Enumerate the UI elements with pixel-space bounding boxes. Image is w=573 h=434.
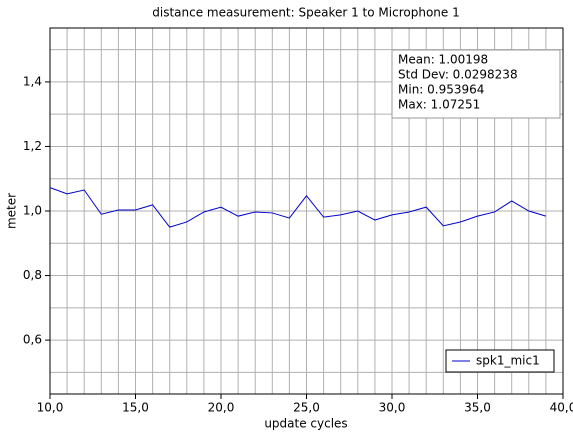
x-tick-label: 40,0 bbox=[550, 401, 573, 415]
legend-label: spk1_mic1 bbox=[476, 354, 540, 368]
x-tick-label: 30,0 bbox=[379, 401, 406, 415]
x-axis-label: update cycles bbox=[264, 417, 347, 431]
chart-title: distance measurement: Speaker 1 to Micro… bbox=[152, 6, 459, 20]
x-tick-label: 25,0 bbox=[293, 401, 320, 415]
stats-text: Mean: 1.00198 bbox=[398, 53, 488, 67]
stats-text: Min: 0.953964 bbox=[398, 83, 484, 97]
y-tick-label: 1,2 bbox=[23, 139, 42, 153]
y-tick-label: 1,0 bbox=[23, 204, 42, 218]
x-tick-label: 20,0 bbox=[208, 401, 235, 415]
stats-text: Std Dev: 0.0298238 bbox=[398, 68, 518, 82]
line-series bbox=[49, 187, 547, 228]
legend-box bbox=[445, 349, 555, 373]
x-tick-label: 10,0 bbox=[37, 401, 64, 415]
x-tick-label: 35,0 bbox=[464, 401, 491, 415]
x-tick-label: 15,0 bbox=[122, 401, 149, 415]
y-axis-label: meter bbox=[5, 193, 19, 229]
stats-box bbox=[391, 49, 561, 119]
stats-text: Max: 1.07251 bbox=[398, 98, 480, 112]
y-tick-label: 0,6 bbox=[23, 333, 42, 347]
y-tick-label: 0,8 bbox=[23, 268, 42, 282]
y-tick-label: 1,4 bbox=[23, 74, 42, 88]
